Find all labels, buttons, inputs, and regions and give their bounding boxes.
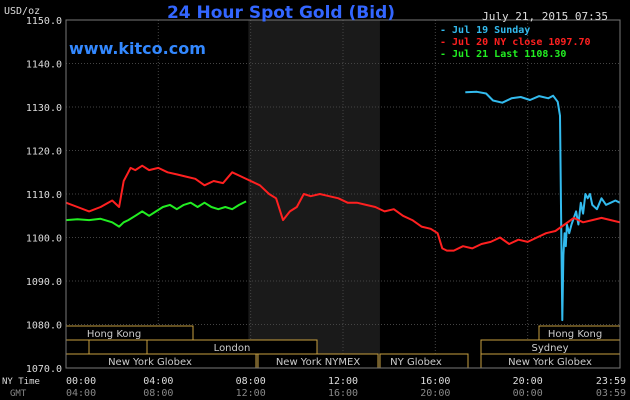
x-tick-label-ny: 23:59 — [596, 376, 626, 387]
x-tick-label-ny: 08:00 — [236, 376, 266, 387]
series-line-2 — [65, 200, 247, 228]
ny-time-label: NY Time — [2, 377, 40, 387]
session-bars: Hong Kong London New York Globex New Yor… — [65, 325, 621, 369]
x-tick-label-ny: 04:00 — [143, 376, 173, 387]
x-tick-label-gmt: 08:00 — [143, 388, 173, 399]
price-series — [65, 90, 621, 322]
series-line-1 — [65, 164, 621, 252]
y-tick-label: 1120.0 — [26, 147, 62, 158]
x-tick-label-ny: 16:00 — [420, 376, 450, 387]
y-tick-label: 1080.0 — [26, 321, 62, 332]
legend-item-jul19: - Jul 19 Sunday — [440, 25, 530, 36]
session-london-label: London — [214, 343, 251, 354]
x-tick-label-ny: 12:00 — [328, 376, 358, 387]
x-tick-label-gmt: 04:00 — [66, 388, 96, 399]
session-ny-globex-2-label: NY Globex — [390, 357, 442, 368]
y-tick-label: 1130.0 — [26, 103, 62, 114]
x-tick-label-gmt: 16:00 — [328, 388, 358, 399]
session-box-small-left — [65, 339, 90, 355]
timestamp: July 21, 2015 07:35 — [482, 10, 608, 23]
watermark: www.kitco.com — [69, 39, 206, 58]
x-tick-label-gmt: 12:00 — [236, 388, 266, 399]
session-sydney-label: Sydney — [531, 343, 568, 354]
y-tick-label: 1100.0 — [26, 234, 62, 245]
legend: - Jul 19 Sunday - Jul 20 NY close 1097.7… — [440, 25, 591, 60]
y-tick-label: 1150.0 — [26, 16, 62, 27]
y-tick-labels: 1070.0 1080.0 1090.0 1100.0 1110.0 1120.0 1130… — [26, 16, 62, 375]
gmt-label: GMT — [10, 389, 27, 399]
session-ny-globex-3-label: New York Globex — [508, 357, 592, 368]
y-tick-label: 1070.0 — [26, 364, 62, 375]
session-hong-kong-1-label: Hong Kong — [87, 329, 141, 340]
session-ny-globex-1-label: New York Globex — [108, 357, 192, 368]
series-line-0 — [465, 90, 621, 322]
session-ny-nymex-label: New York NYMEX — [276, 357, 361, 368]
x-tick-label-ny: 00:00 — [66, 376, 96, 387]
session-hong-kong-2-label: Hong Kong — [548, 329, 602, 340]
x-tick-label-gmt: 00:00 — [513, 388, 543, 399]
x-tick-label-ny: 20:00 — [513, 376, 543, 387]
y-tick-label: 1090.0 — [26, 277, 62, 288]
legend-item-jul20: - Jul 20 NY close 1097.70 — [440, 37, 591, 48]
units-label: USD/oz — [4, 6, 40, 17]
x-tick-label-gmt: 20:00 — [420, 388, 450, 399]
plot-frame — [65, 19, 621, 369]
chart-title: 24 Hour Spot Gold (Bid) — [167, 3, 395, 23]
x-tick-label-gmt: 03:59 — [596, 388, 626, 399]
x-tick-labels: 00:0004:0004:0008:0008:0012:0012:0016:00… — [66, 376, 626, 399]
legend-item-jul21: - Jul 21 Last 1108.30 — [440, 49, 566, 60]
y-tick-label: 1110.0 — [26, 190, 62, 201]
y-tick-label: 1140.0 — [26, 60, 62, 71]
